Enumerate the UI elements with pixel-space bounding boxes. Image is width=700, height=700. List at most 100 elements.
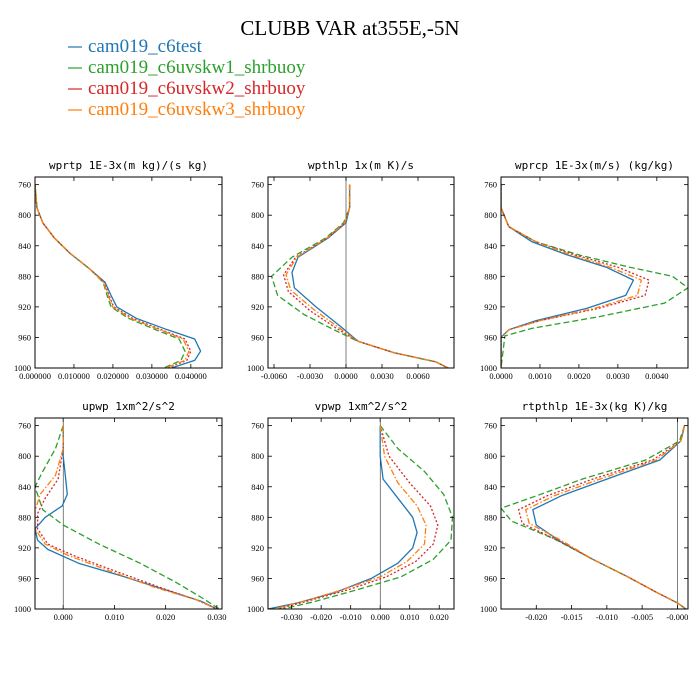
x-tick-label: -0.000 — [666, 612, 688, 622]
y-tick-label: 760 — [18, 180, 31, 190]
series-line — [35, 425, 218, 609]
x-tick-label: 0.020 — [156, 612, 175, 622]
y-tick-label: 800 — [18, 210, 31, 220]
y-tick-label: 800 — [18, 451, 31, 461]
legend-label: cam019_c6uvskw1_shrbuoy — [88, 57, 306, 78]
y-tick-label: 960 — [251, 573, 264, 583]
series-group — [501, 425, 687, 609]
panel-title: wprcp 1E-3x(m/s) (kg/kg) — [515, 159, 674, 172]
x-tick-label: 0.040000 — [175, 371, 207, 381]
chart-panel: vpwp 1xm^2/s^2 -0.030 -0.020 -0.010 0.000 0.0… — [247, 400, 455, 622]
series-line — [501, 184, 642, 368]
y-tick-label: 880 — [251, 271, 264, 281]
y-tick-label: 1000 — [14, 363, 31, 373]
x-tick-label: -0.020 — [310, 612, 332, 622]
x-tick-label: 0.000000 — [19, 371, 51, 381]
y-tick-label: 760 — [484, 421, 497, 431]
axes-frame — [267, 417, 455, 610]
series-line — [35, 425, 220, 609]
series-line — [273, 425, 427, 609]
x-tick-label: 0.0000 — [489, 371, 512, 381]
series-group — [270, 184, 449, 368]
x-tick-label: -0.010 — [596, 612, 618, 622]
x-tick-label: -0.0060 — [261, 371, 287, 381]
y-tick-label: 840 — [484, 241, 497, 251]
y-tick-label: 960 — [18, 332, 31, 342]
y-tick-label: 1000 — [247, 604, 264, 614]
y-tick-label: 840 — [251, 482, 264, 492]
series-line — [268, 425, 418, 609]
y-tick-label: 1000 — [480, 604, 497, 614]
x-tick-label: 0.0020 — [567, 371, 590, 381]
legend-label: cam019_c6uvskw2_shrbuoy — [88, 78, 306, 99]
y-tick-label: 800 — [251, 210, 264, 220]
x-tick-label: -0.015 — [561, 612, 583, 622]
chart-panel: upwp 1xm^2/s^2 0.000 0.010 0.020 0.030 760 800… — [14, 400, 226, 622]
y-tick-label: 840 — [251, 241, 264, 251]
series-line — [501, 184, 688, 368]
panel-title: wpthlp 1x(m K)/s — [308, 159, 414, 172]
x-tick-label: 0.0030 — [370, 371, 393, 381]
y-tick-label: 800 — [484, 210, 497, 220]
panel-title: rtpthlp 1E-3x(kg K)/kg — [522, 400, 668, 413]
x-tick-label: 0.010 — [105, 612, 124, 622]
series-line — [282, 425, 454, 609]
series-line — [276, 425, 439, 609]
y-tick-label: 960 — [251, 332, 264, 342]
chart-panel: wpthlp 1x(m K)/s -0.0060 -0.0030 0.0000 0.00… — [247, 159, 455, 381]
legend: cam019_c6testcam019_c6uvskw1_shrbuoycam0… — [68, 36, 306, 120]
y-tick-label: 1000 — [247, 363, 264, 373]
x-tick-label: -0.020 — [525, 612, 547, 622]
x-tick-label: 0.000 — [54, 612, 73, 622]
series-group — [268, 425, 454, 609]
y-tick-label: 960 — [484, 332, 497, 342]
x-tick-label: -0.010 — [340, 612, 362, 622]
series-line — [35, 184, 190, 368]
y-tick-label: 880 — [484, 512, 497, 522]
y-tick-label: 760 — [251, 180, 264, 190]
series-group — [501, 184, 688, 368]
chart-panel: wprtp 1E-3x(m kg)/(s kg) 0.000000 0.010000… — [14, 159, 223, 381]
y-tick-label: 800 — [484, 451, 497, 461]
y-tick-label: 920 — [484, 543, 497, 553]
y-tick-label: 880 — [251, 512, 264, 522]
axes-frame — [500, 417, 689, 610]
axes-frame — [500, 176, 689, 369]
axes-frame — [34, 417, 223, 610]
y-tick-label: 920 — [18, 302, 31, 312]
x-tick-label: 0.000 — [371, 612, 390, 622]
chart-panel: wprcp 1E-3x(m/s) (kg/kg) 0.0000 0.0010 0.00… — [480, 159, 689, 381]
y-tick-label: 800 — [251, 451, 264, 461]
panels: wprtp 1E-3x(m kg)/(s kg) 0.000000 0.010000… — [14, 159, 689, 622]
series-group — [35, 184, 202, 368]
x-tick-label: 0.030 — [207, 612, 226, 622]
y-tick-label: 920 — [251, 543, 264, 553]
series-group — [35, 425, 220, 609]
y-tick-label: 760 — [18, 421, 31, 431]
y-tick-label: 760 — [251, 421, 264, 431]
series-line — [36, 425, 218, 609]
x-tick-label: 0.030000 — [136, 371, 168, 381]
x-tick-label: -0.030 — [281, 612, 303, 622]
legend-label: cam019_c6uvskw3_shrbuoy — [88, 99, 306, 120]
x-tick-label: -0.0030 — [297, 371, 323, 381]
x-tick-label: 0.0010 — [528, 371, 551, 381]
y-tick-label: 880 — [484, 271, 497, 281]
series-line — [501, 425, 687, 609]
panel-title: wprtp 1E-3x(m kg)/(s kg) — [49, 159, 208, 172]
y-tick-label: 840 — [484, 482, 497, 492]
series-line — [525, 425, 687, 609]
y-tick-label: 920 — [251, 302, 264, 312]
series-line — [285, 184, 449, 368]
figure-title: CLUBB VAR at355E,-5N — [240, 16, 459, 40]
series-line — [35, 425, 218, 609]
series-line — [35, 184, 192, 368]
y-tick-label: 840 — [18, 241, 31, 251]
y-tick-label: 880 — [18, 512, 31, 522]
x-tick-label: 0.0040 — [645, 371, 668, 381]
chart-panel: rtpthlp 1E-3x(kg K)/kg -0.020 -0.015 -0.010… — [480, 400, 689, 622]
y-tick-label: 960 — [484, 573, 497, 583]
panel-title: upwp 1xm^2/s^2 — [82, 400, 175, 413]
